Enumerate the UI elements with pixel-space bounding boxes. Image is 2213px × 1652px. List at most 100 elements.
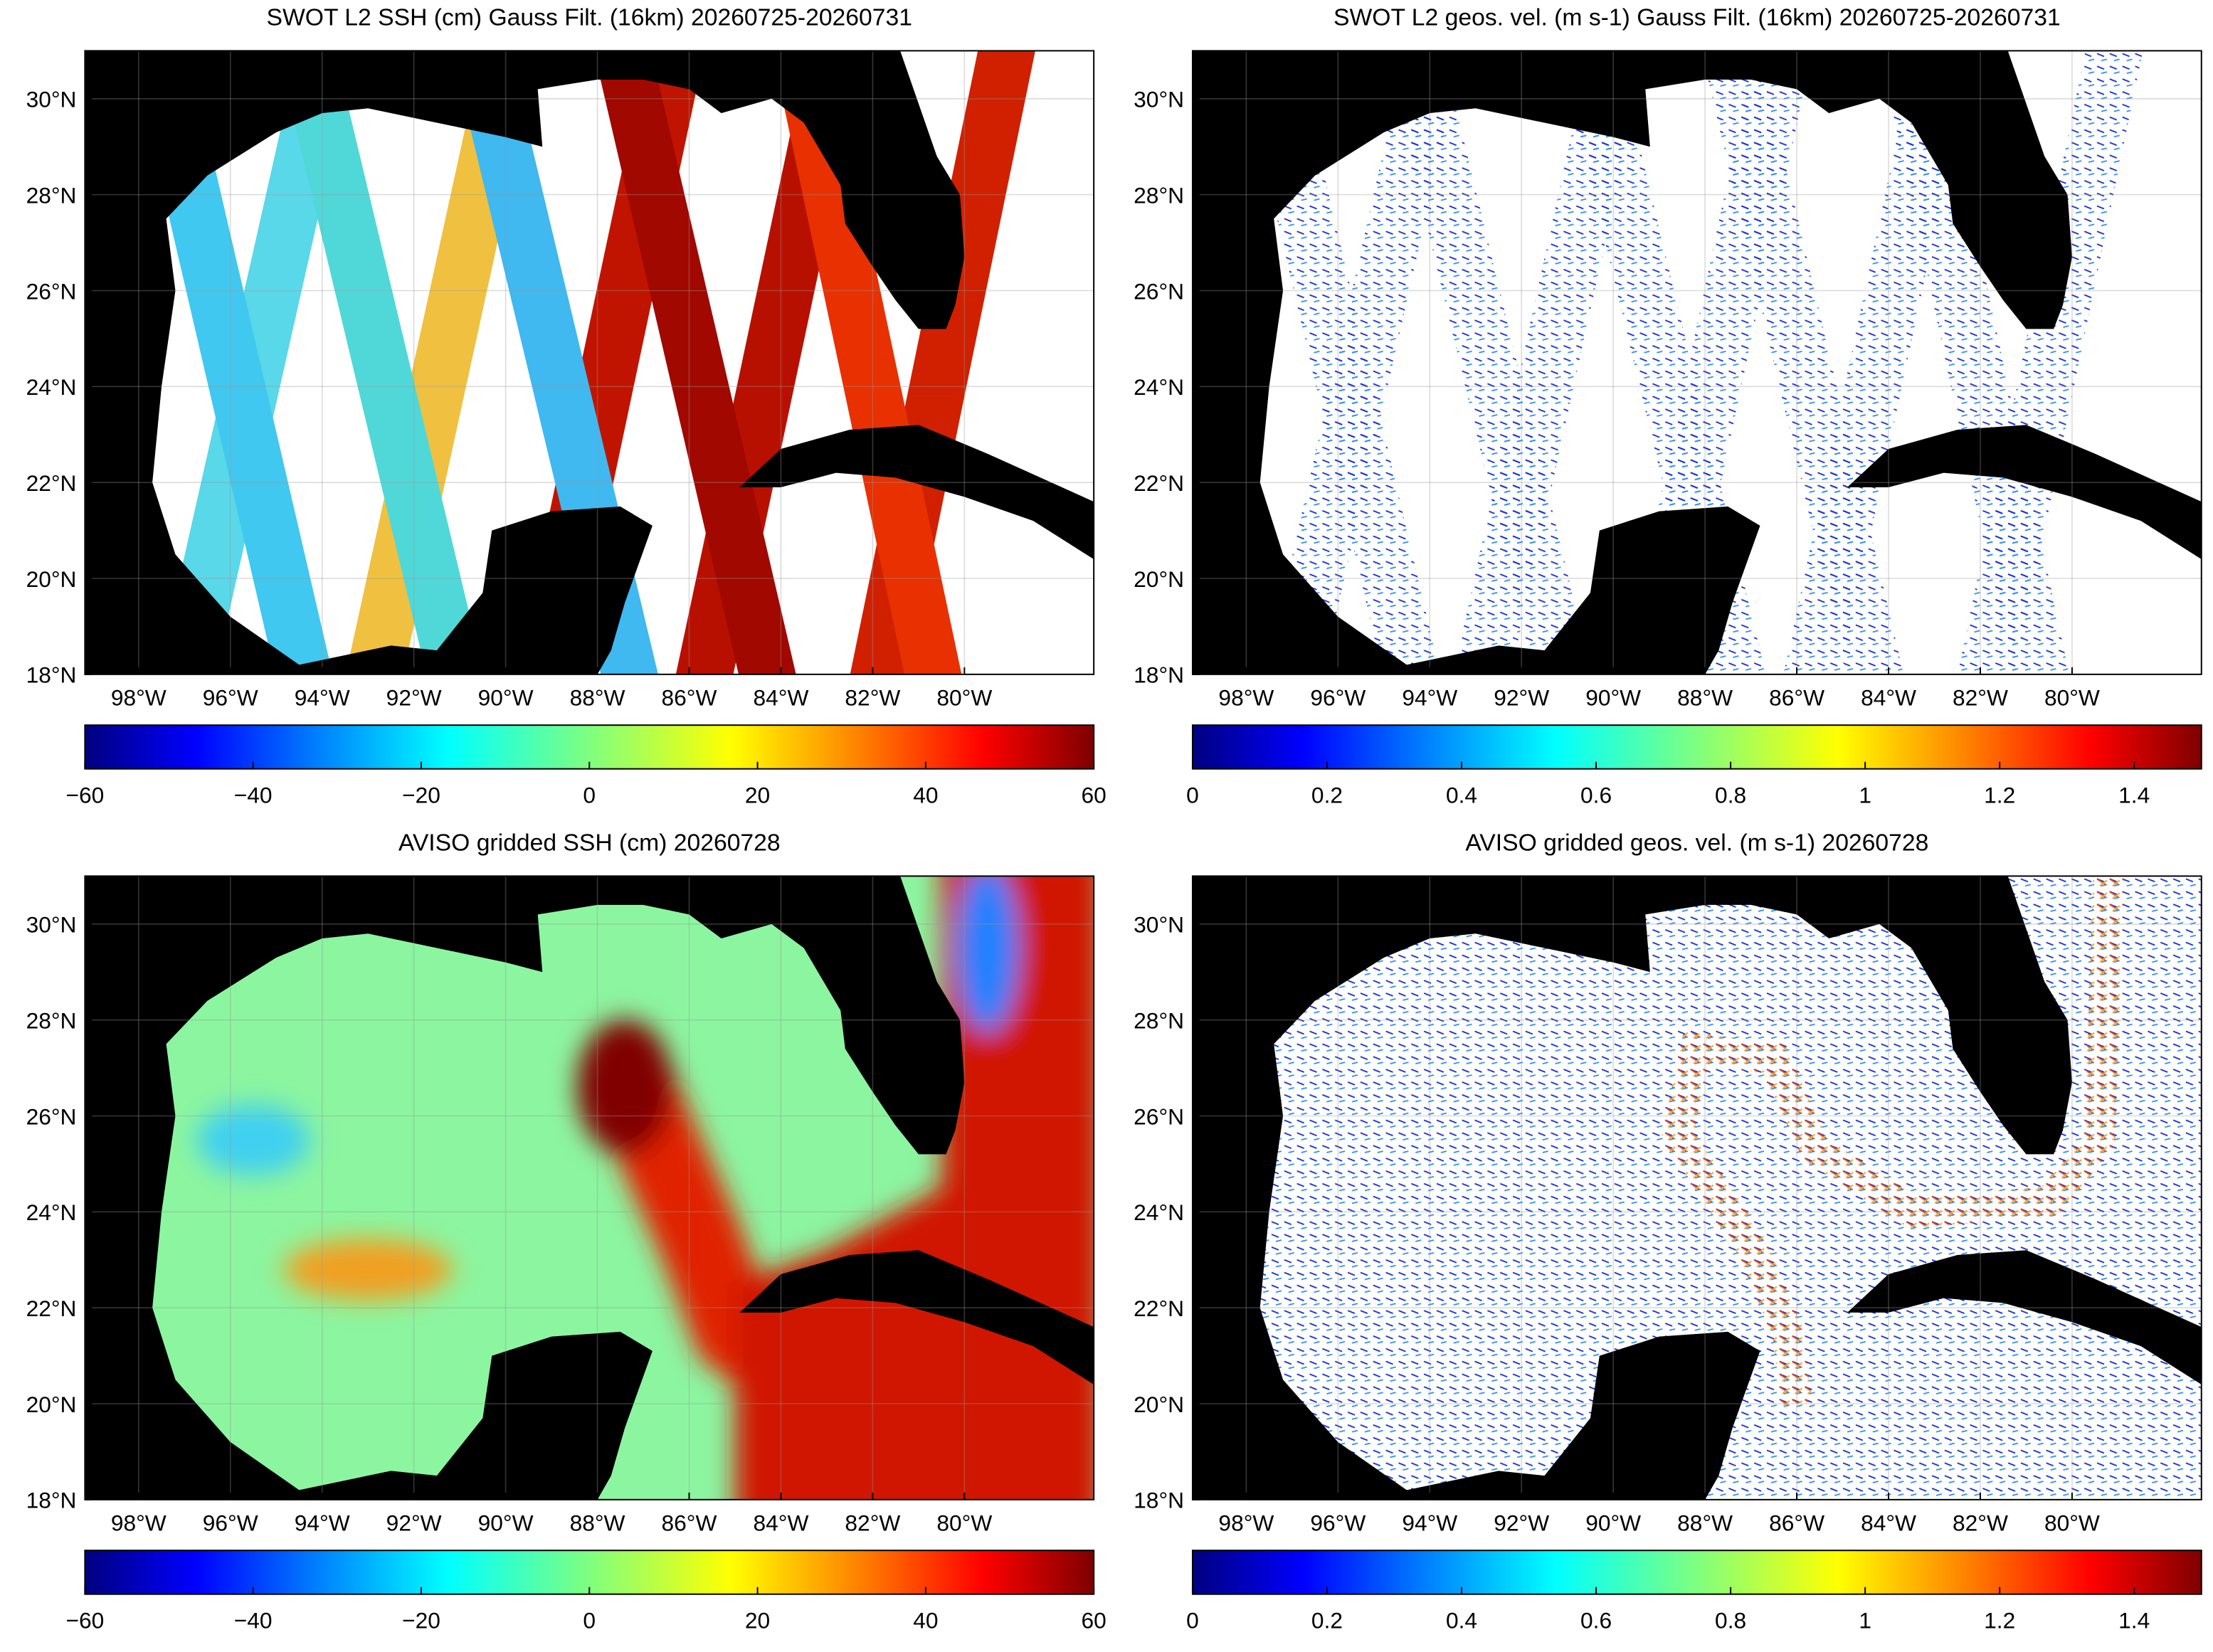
y-tick-label: 24°N	[26, 374, 77, 400]
map-panel: SWOT L2 SSH (cm) Gauss Filt. (16km) 2026…	[26, 4, 1106, 808]
colorbar-tick-label: 0.4	[1446, 782, 1477, 808]
colorbar	[1191, 724, 2202, 770]
x-tick-label: 92°W	[386, 1510, 442, 1535]
y-tick-label: 24°N	[1134, 1200, 1184, 1225]
y-tick-label: 30°N	[26, 87, 77, 112]
colorbar-tick-label: 1.2	[1984, 1607, 2015, 1633]
y-tick-label: 30°N	[1134, 87, 1184, 112]
y-tick-label: 28°N	[1134, 183, 1184, 208]
y-tick-label: 20°N	[1134, 566, 1184, 592]
y-tick-label: 30°N	[1134, 912, 1184, 938]
swath	[772, 51, 962, 674]
y-tick-label: 28°N	[1134, 1008, 1184, 1034]
x-tick-label: 96°W	[1310, 1510, 1366, 1535]
ssh-anomaly	[196, 876, 1094, 1500]
colorbar-tick-label: 0.2	[1311, 782, 1343, 808]
colorbar-tick-label: 1.4	[2118, 782, 2150, 808]
swath	[277, 51, 485, 674]
colorbar-tick-label: −40	[234, 782, 273, 808]
land	[1847, 1250, 2202, 1385]
map-area	[85, 51, 1094, 674]
y-tick-label: 22°N	[26, 470, 77, 496]
panel-title: SWOT L2 geos. vel. (m s-1) Gauss Filt. (…	[1333, 4, 2061, 31]
y-tick-label: 20°N	[26, 1392, 77, 1417]
y-tick-label: 22°N	[26, 1296, 77, 1321]
land	[85, 876, 965, 1500]
x-tick-label: 82°W	[845, 684, 900, 710]
colorbar-tick-label: 60	[1082, 782, 1106, 808]
map-panel: SWOT L2 geos. vel. (m s-1) Gauss Filt. (…	[1134, 4, 2202, 808]
colorbar-tick-label: 40	[913, 1607, 938, 1633]
y-tick-label: 18°N	[1134, 1488, 1184, 1513]
y-tick-label: 18°N	[1134, 662, 1184, 688]
x-tick-label: 88°W	[1677, 1510, 1733, 1535]
colorbar-tick-label: −60	[65, 782, 104, 808]
colorbar-tick-label: 0	[1186, 782, 1199, 808]
y-tick-label: 24°N	[1134, 374, 1184, 400]
y-tick-label: 30°N	[26, 912, 77, 938]
colorbar-tick-label: 0	[583, 1607, 596, 1633]
x-tick-label: 84°W	[753, 1510, 808, 1535]
x-tick-label: 98°W	[1218, 684, 1274, 710]
map-frame	[84, 50, 1095, 675]
x-tick-label: 84°W	[1861, 1510, 1916, 1535]
x-tick-label: 96°W	[203, 684, 258, 710]
x-tick-label: 96°W	[1310, 684, 1366, 710]
x-tick-label: 90°W	[1585, 684, 1641, 710]
swath	[1879, 51, 2069, 674]
colorbar-tick-label: 0.6	[1580, 782, 1612, 808]
x-tick-label: 80°W	[936, 1510, 992, 1535]
colorbar-tick-label: −20	[402, 782, 440, 808]
colorbar	[84, 1550, 1095, 1595]
panel-title: SWOT L2 SSH (cm) Gauss Filt. (16km) 2026…	[267, 4, 912, 31]
x-tick-label: 88°W	[570, 1510, 625, 1535]
panel-title: AVISO gridded geos. vel. (m s-1) 2026072…	[1465, 830, 1928, 857]
x-tick-label: 94°W	[1402, 1510, 1457, 1535]
land	[739, 425, 1094, 560]
colorbar-tick-label: 0	[583, 782, 596, 808]
x-tick-label: 86°W	[1769, 684, 1824, 710]
y-tick-label: 20°N	[26, 566, 77, 592]
x-tick-label: 90°W	[1585, 1510, 1641, 1535]
colorbar-tick-label: −60	[65, 1607, 104, 1633]
x-tick-label: 98°W	[111, 1510, 167, 1535]
x-tick-label: 82°W	[1953, 684, 2008, 710]
map-frame	[84, 875, 1095, 1500]
colorbar-tick-label: 1	[1859, 1607, 1871, 1633]
y-tick-label: 22°N	[1134, 1296, 1184, 1321]
colorbar-tick-label: 0	[1186, 1607, 1199, 1633]
colorbar-tick-label: −20	[402, 1607, 440, 1633]
swath	[593, 51, 796, 674]
x-tick-label: 80°W	[2044, 684, 2100, 710]
colorbar-tick-label: 0.6	[1580, 1607, 1612, 1633]
y-tick-label: 22°N	[1134, 470, 1184, 496]
land	[85, 51, 965, 674]
map-area	[1192, 876, 2202, 1500]
colorbar-tick-label: 1.4	[2118, 1607, 2150, 1633]
y-tick-label: 24°N	[26, 1200, 77, 1225]
x-tick-label: 90°W	[478, 684, 534, 710]
map-panel: AVISO gridded SSH (cm) 20260728 98°W 96°W 9…	[26, 830, 1106, 1634]
x-tick-label: 86°W	[662, 1510, 717, 1535]
x-tick-label: 94°W	[295, 1510, 350, 1535]
colorbar-tick-label: 40	[913, 782, 938, 808]
x-tick-label: 80°W	[2044, 1510, 2100, 1535]
y-tick-label: 20°N	[1134, 1392, 1184, 1417]
swath	[1701, 51, 1904, 674]
colorbar-tick-label: 60	[1082, 1607, 1106, 1633]
x-tick-label: 84°W	[1861, 684, 1916, 710]
x-tick-label: 98°W	[111, 684, 167, 710]
colorbar-tick-label: 20	[745, 1607, 770, 1633]
x-tick-label: 88°W	[1677, 684, 1733, 710]
panel-title: AVISO gridded SSH (cm) 20260728	[398, 830, 781, 857]
colorbar-tick-label: 1	[1859, 782, 1871, 808]
x-tick-label: 94°W	[1402, 684, 1457, 710]
loop-current	[1661, 876, 2125, 1406]
y-tick-label: 26°N	[26, 278, 77, 304]
y-tick-label: 26°N	[1134, 1103, 1184, 1129]
x-tick-label: 82°W	[845, 1510, 900, 1535]
map-panel: AVISO gridded geos. vel. (m s-1) 2026072…	[1134, 830, 2202, 1633]
land	[1192, 51, 2072, 674]
y-tick-label: 26°N	[1134, 278, 1184, 304]
